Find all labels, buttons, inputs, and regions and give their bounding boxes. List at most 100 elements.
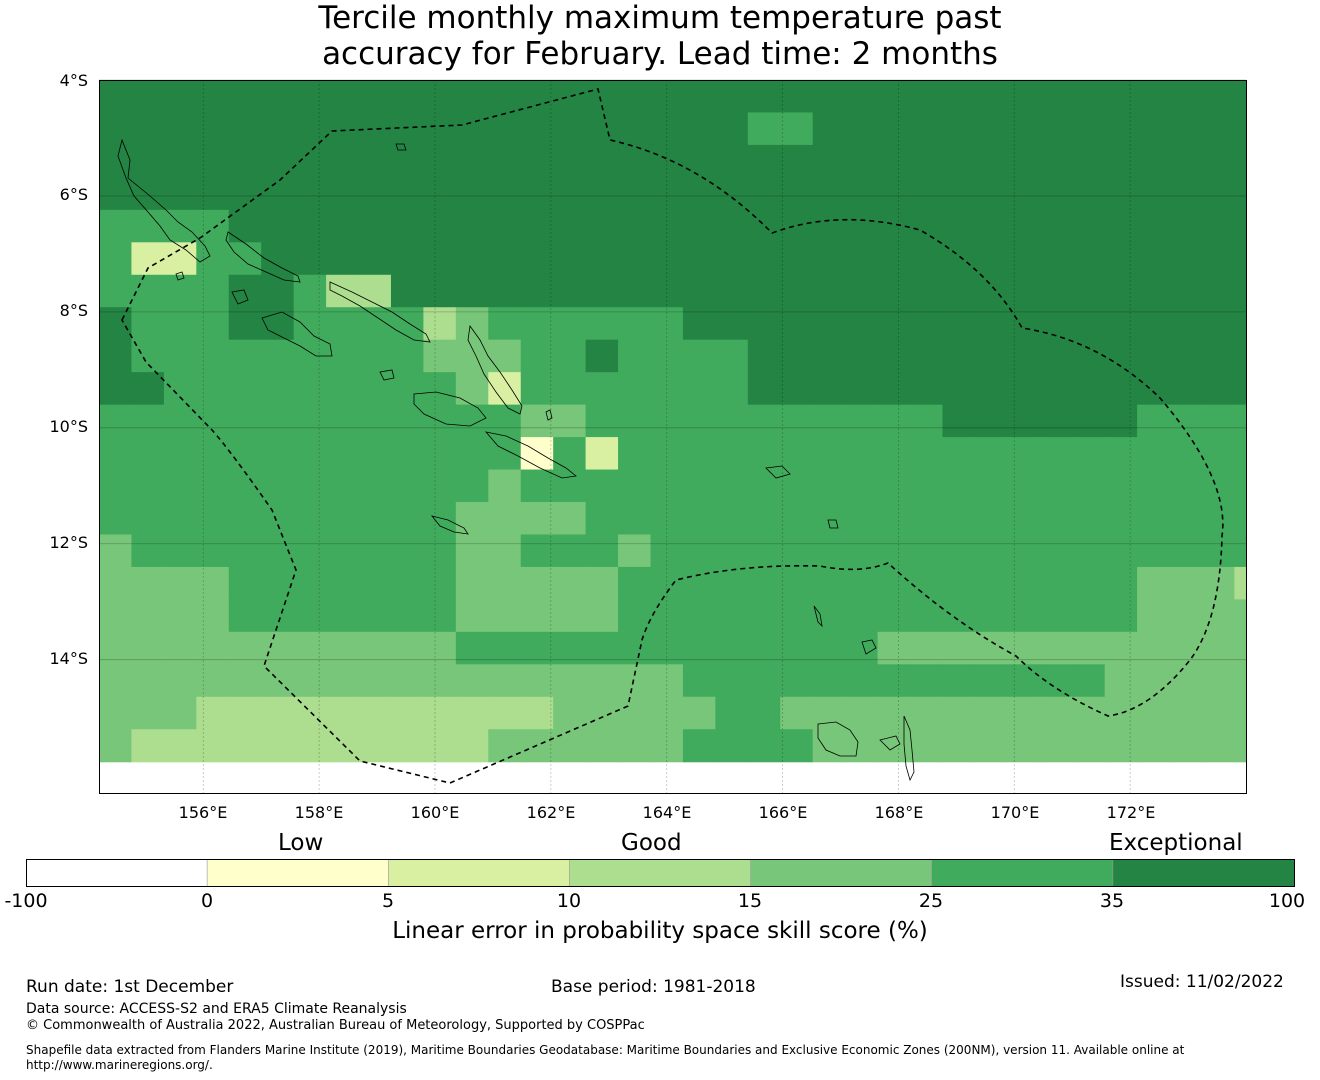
skill-cell: [553, 437, 587, 471]
skill-cell: [358, 339, 392, 373]
skill-cell: [131, 599, 165, 633]
skill-cell: [747, 566, 781, 600]
skill-cell: [650, 534, 684, 568]
data-source: Data source: ACCESS-S2 and ERA5 Climate …: [26, 1001, 407, 1017]
lat-label: 8°S: [59, 301, 88, 320]
colorbar-label: Linear error in probability space skill …: [392, 918, 928, 944]
skill-cell: [877, 372, 911, 406]
skill-cell: [682, 80, 716, 114]
skill-cell: [358, 502, 392, 536]
skill-cell: [682, 372, 716, 406]
skill-cell: [390, 372, 424, 406]
skill-cell: [131, 631, 165, 665]
skill-cell: [1201, 209, 1236, 243]
skill-cell: [390, 177, 424, 211]
skill-cell: [942, 307, 976, 341]
skill-cell: [585, 469, 619, 503]
skill-cell: [131, 80, 165, 114]
skill-cell: [261, 144, 295, 178]
colorbar-tick: -100: [4, 890, 48, 912]
skill-cell: [974, 599, 1008, 633]
skill-cell: [553, 599, 587, 633]
island-ambrym: [903, 715, 915, 782]
skill-cell: [261, 599, 295, 633]
skill-cell: [1007, 209, 1041, 243]
skill-cell: [1137, 274, 1171, 308]
lon-label: 172°E: [1106, 803, 1156, 822]
skill-cell: [1234, 599, 1246, 633]
skill-cell: [520, 242, 554, 276]
skill-cell: [585, 404, 619, 438]
skill-cell: [618, 469, 652, 503]
skill-map[interactable]: [0, 0, 1320, 800]
skill-cell: [99, 274, 133, 308]
skill-cell: [131, 437, 165, 471]
island-santa-cruz: [765, 465, 791, 479]
skill-cell: [99, 80, 133, 114]
skill-cell: [1169, 209, 1203, 243]
skill-cell: [618, 339, 652, 373]
chart-title: Tercile monthly maximum temperature past…: [0, 0, 1320, 72]
skill-cell: [163, 469, 197, 503]
skill-cell: [520, 469, 554, 503]
skill-cell: [1007, 307, 1041, 341]
skill-cell: [845, 177, 879, 211]
skill-cell: [747, 404, 781, 438]
skill-cell: [520, 664, 554, 698]
skill-cell: [261, 534, 295, 568]
skill-cell: [1234, 80, 1246, 114]
skill-cell: [326, 502, 360, 536]
colorbar-tick: 10: [556, 890, 582, 912]
skill-cell: [163, 631, 197, 665]
skill-cell: [845, 274, 879, 308]
skill-cell: [196, 566, 230, 600]
skill-cell: [780, 339, 814, 373]
skill-cell: [358, 372, 392, 406]
skill-cell: [455, 502, 489, 536]
skill-cell: [715, 177, 749, 211]
skill-cell: [520, 80, 554, 114]
skill-cell: [520, 599, 554, 633]
island-treasury: [231, 289, 249, 305]
skill-cell: [1072, 696, 1106, 730]
skill-cell: [812, 469, 846, 503]
skill-cell: [780, 534, 814, 568]
skill-cell: [747, 112, 781, 146]
skill-cell: [1039, 566, 1073, 600]
skill-cell: [1072, 599, 1106, 633]
skill-cell: [423, 437, 457, 471]
skill-cell: [877, 729, 911, 763]
skill-cell: [1104, 534, 1138, 568]
skill-cell: [1072, 209, 1106, 243]
skill-cell: [196, 144, 230, 178]
skill-cell: [131, 469, 165, 503]
skill-cell: [99, 664, 133, 698]
skill-cell: [293, 112, 327, 146]
skill-cell: [228, 144, 262, 178]
skill-cell: [1039, 372, 1073, 406]
skill-cell: [974, 209, 1008, 243]
skill-cell: [261, 177, 295, 211]
skill-cell: [1201, 372, 1236, 406]
skill-cell: [1169, 502, 1203, 536]
skill-cell: [974, 339, 1008, 373]
skill-cell: [780, 242, 814, 276]
skill-cell: [1104, 242, 1138, 276]
skill-cell: [715, 80, 749, 114]
map-frame: [99, 80, 1247, 794]
skill-cell: [650, 209, 684, 243]
skill-cell: [1072, 502, 1106, 536]
skill-cell: [163, 437, 197, 471]
skill-cell: [1169, 339, 1203, 373]
skill-cell: [1007, 664, 1041, 698]
skill-cell: [585, 339, 619, 373]
skill-cell: [196, 696, 230, 730]
skill-cell: [910, 80, 944, 114]
skill-cell: [553, 631, 587, 665]
skill-cell: [1169, 242, 1203, 276]
skill-cell: [682, 696, 716, 730]
skill-cell: [553, 729, 587, 763]
skill-cell: [1201, 664, 1236, 698]
skill-cell: [845, 502, 879, 536]
skill-cell: [520, 631, 554, 665]
